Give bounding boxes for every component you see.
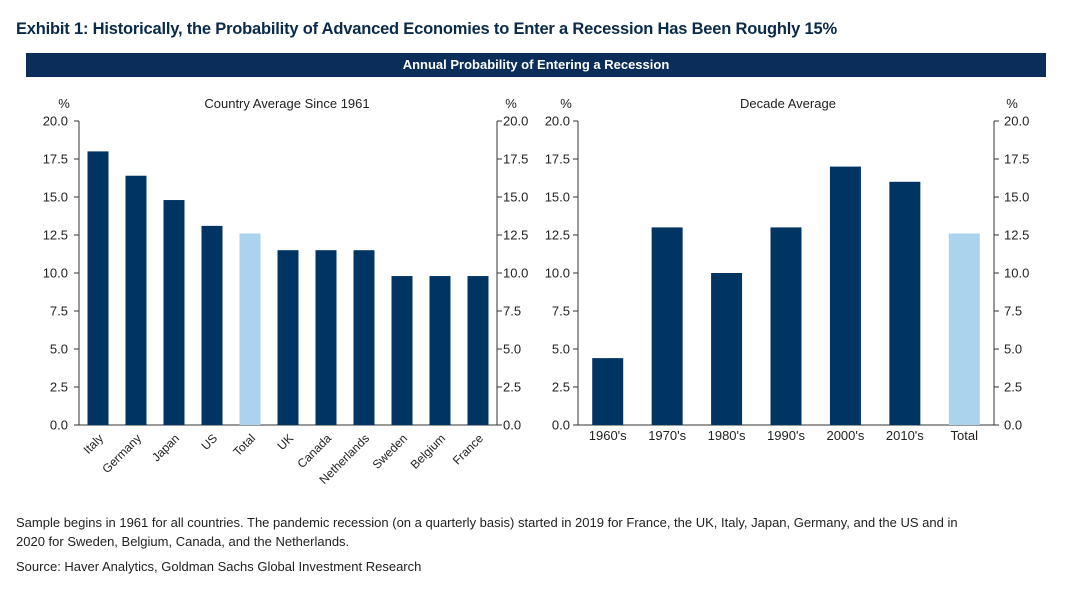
bar-total [239, 233, 261, 425]
left-axis-unit: % [560, 96, 572, 111]
bar-sweden [391, 276, 413, 425]
bar-1990-s [770, 227, 802, 425]
source-note: Source: Haver Analytics, Goldman Sachs G… [16, 559, 422, 574]
right-tick-label: 15.0 [503, 190, 528, 205]
left-tick-label: 20.0 [43, 114, 68, 129]
bar-netherlands [353, 250, 375, 425]
category-label: Germany [99, 431, 144, 476]
right-tick-label: 10.0 [1004, 266, 1029, 281]
left-tick-label: 10.0 [545, 266, 570, 281]
bar-us [201, 225, 223, 425]
bar-belgium [429, 276, 451, 425]
right-tick-label: 15.0 [1004, 190, 1029, 205]
left-tick-label: 20.0 [545, 114, 570, 129]
left-tick-label: 2.5 [552, 380, 570, 395]
left-tick-label: 12.5 [545, 228, 570, 243]
left-tick-label: 12.5 [43, 228, 68, 243]
left-tick-label: 7.5 [552, 304, 570, 319]
bar-2010-s [889, 181, 921, 425]
left-tick-label: 15.0 [43, 190, 68, 205]
bar-france [467, 276, 489, 425]
right-tick-label: 2.5 [503, 380, 521, 395]
category-label: 2010's [886, 428, 924, 443]
right-tick-label: 7.5 [503, 304, 521, 319]
right-tick-label: 12.5 [1004, 228, 1029, 243]
category-label: US [198, 431, 220, 453]
category-label: Japan [149, 431, 182, 464]
right-tick-label: 17.5 [1004, 152, 1029, 167]
bar-1980-s [711, 273, 743, 425]
right-tick-label: 0.0 [1004, 418, 1022, 433]
panel-title-2: Decade Average [740, 96, 836, 111]
left-axis-unit: % [58, 96, 70, 111]
bar-japan [163, 200, 185, 425]
bar-uk [277, 250, 299, 425]
charts-canvas: Country Average Since 1961% % 0.0 0.0 2.5 2.5… [43, 96, 1030, 487]
right-axis-unit: % [505, 96, 517, 111]
left-tick-label: 5.0 [50, 342, 68, 357]
bar-canada [315, 250, 337, 425]
category-label: Total [230, 431, 258, 459]
footnote: Sample begins in 1961 for all countries.… [16, 515, 958, 549]
left-tick-label: 2.5 [50, 380, 68, 395]
right-tick-label: 17.5 [503, 152, 528, 167]
category-label: Italy [81, 431, 106, 456]
panel-title-1: Country Average Since 1961 [204, 96, 369, 111]
category-label: Total [951, 428, 979, 443]
category-label: 2000's [826, 428, 864, 443]
right-tick-label: 20.0 [503, 114, 528, 129]
category-label: UK [274, 431, 296, 453]
bar-1970-s [651, 227, 683, 425]
category-label: Sweden [370, 431, 411, 472]
bar-germany [125, 175, 147, 425]
bar-2000-s [829, 166, 861, 425]
exhibit-title: Exhibit 1: Historically, the Probability… [16, 20, 837, 38]
bar-italy [87, 151, 109, 425]
category-label: 1960's [589, 428, 627, 443]
right-tick-label: 12.5 [503, 228, 528, 243]
category-label: 1970's [648, 428, 686, 443]
category-label: France [450, 431, 487, 468]
left-tick-label: 10.0 [43, 266, 68, 281]
right-tick-label: 20.0 [1004, 114, 1029, 129]
chart-banner: Annual Probability of Entering a Recessi… [26, 53, 1046, 77]
left-tick-label: 7.5 [50, 304, 68, 319]
category-label: 1990's [767, 428, 805, 443]
left-tick-label: 15.0 [545, 190, 570, 205]
right-tick-label: 0.0 [503, 418, 521, 433]
bar-total [948, 233, 980, 425]
left-tick-label: 17.5 [545, 152, 570, 167]
category-label: Belgium [408, 431, 449, 472]
left-tick-label: 0.0 [552, 418, 570, 433]
bar-1960-s [592, 358, 624, 425]
right-tick-label: 5.0 [503, 342, 521, 357]
category-label: 1980's [708, 428, 746, 443]
right-axis-unit: % [1006, 96, 1018, 111]
left-tick-label: 5.0 [552, 342, 570, 357]
right-tick-label: 7.5 [1004, 304, 1022, 319]
left-tick-label: 0.0 [50, 418, 68, 433]
left-tick-label: 17.5 [43, 152, 68, 167]
right-tick-label: 10.0 [503, 266, 528, 281]
right-tick-label: 2.5 [1004, 380, 1022, 395]
right-tick-label: 5.0 [1004, 342, 1022, 357]
